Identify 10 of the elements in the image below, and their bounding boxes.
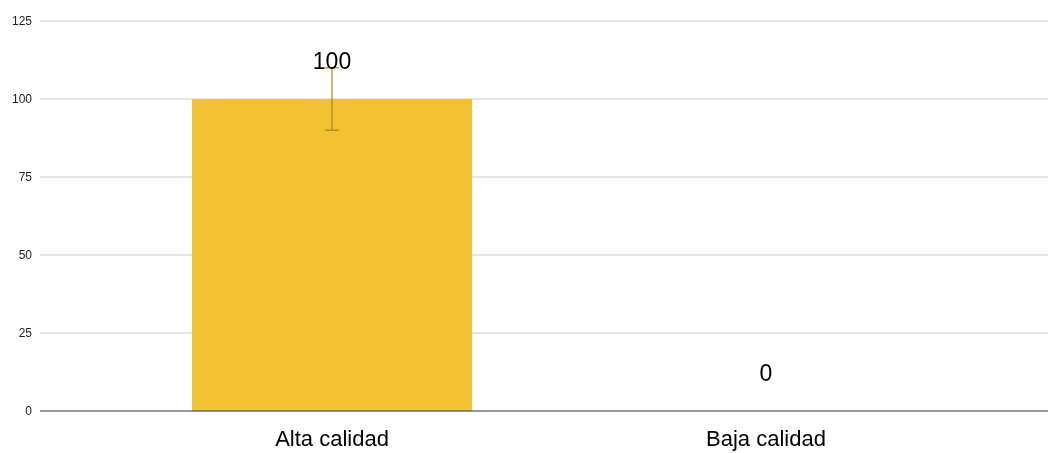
x-tick-label: Alta calidad bbox=[275, 426, 389, 451]
y-tick-label: 50 bbox=[18, 248, 33, 262]
y-tick-label: 75 bbox=[18, 170, 33, 184]
y-tick-label: 25 bbox=[18, 326, 33, 340]
y-tick-label: 0 bbox=[25, 404, 33, 418]
data-label: 100 bbox=[312, 47, 352, 74]
x-tick-label: Baja calidad bbox=[706, 426, 826, 451]
data-label: 0 bbox=[759, 360, 773, 386]
y-tick-label: 100 bbox=[11, 92, 33, 106]
y-tick-label: 125 bbox=[11, 14, 33, 28]
